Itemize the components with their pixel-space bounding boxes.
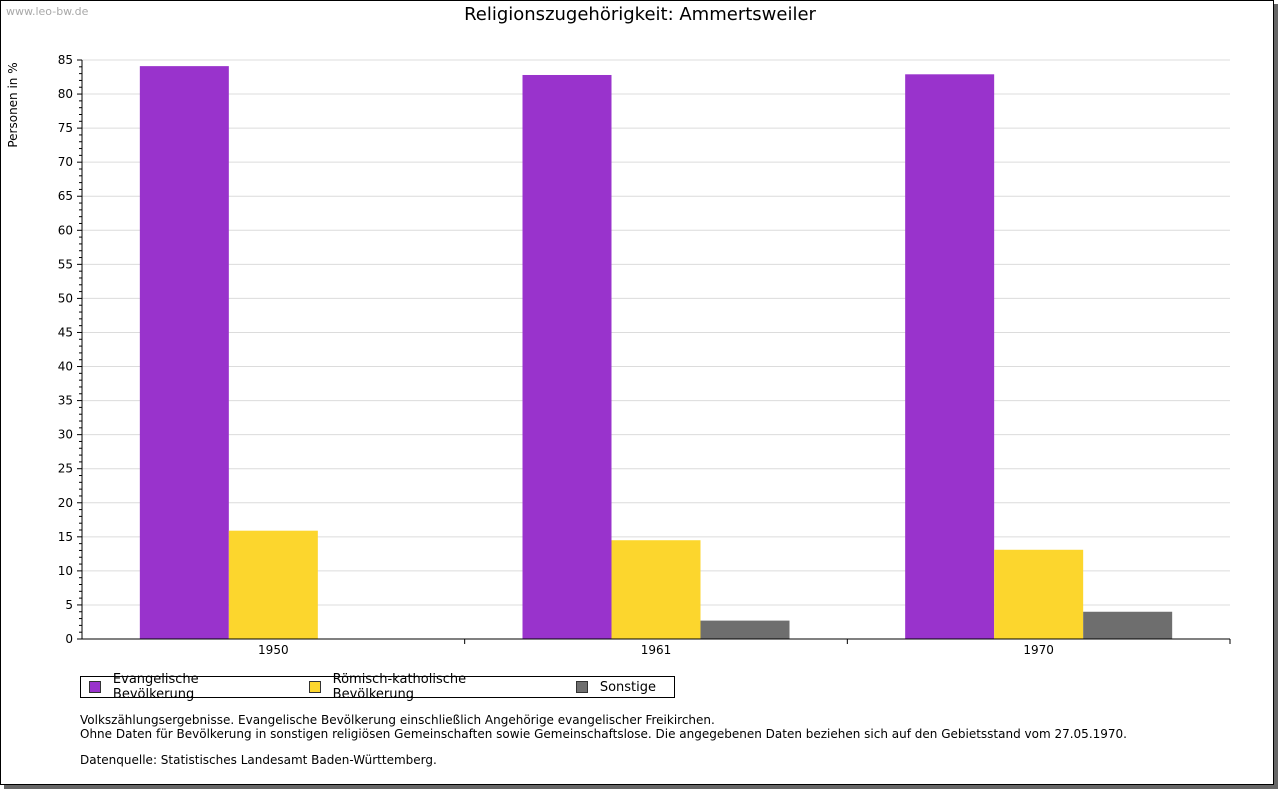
- x-tick-label: 1961: [641, 643, 672, 657]
- y-tick-label: 0: [65, 632, 73, 646]
- legend-swatch-evangelisch: [89, 681, 101, 693]
- y-tick-label: 75: [58, 121, 73, 135]
- note-line-2: Ohne Daten für Bevölkerung in sonstigen …: [80, 727, 1127, 741]
- y-tick-label: 45: [58, 325, 73, 339]
- bar-r-misch-katholische-bev-lkerung-1970: [994, 549, 1084, 639]
- y-tick-label: 30: [58, 428, 73, 442]
- y-tick-label: 55: [58, 257, 73, 271]
- chart-title: Religionszugehörigkeit: Ammertsweiler: [464, 4, 816, 25]
- bar-sonstige-1961: [700, 620, 790, 639]
- note-line-1: Volkszählungsergebnisse. Evangelische Be…: [80, 713, 715, 727]
- legend-swatch-sonstige: [575, 681, 588, 693]
- legend-label-sonstige: Sonstige: [599, 679, 656, 695]
- bar-evangelische-bev-lkerung-1970: [905, 74, 995, 640]
- y-tick-label: 70: [58, 155, 73, 169]
- data-source: Datenquelle: Statistisches Landesamt Bad…: [80, 753, 437, 767]
- y-tick-label: 85: [58, 53, 73, 67]
- legend-item-katholisch: Römisch-katholische Bevölkerung: [308, 672, 550, 702]
- y-tick-label: 25: [58, 462, 73, 476]
- legend-label-katholisch: Römisch-katholische Bevölkerung: [332, 672, 467, 702]
- y-tick-label: 40: [58, 360, 73, 374]
- y-tick-label: 15: [58, 530, 73, 544]
- bar-evangelische-bev-lkerung-1961: [522, 74, 612, 639]
- y-tick-label: 60: [58, 223, 73, 237]
- y-tick-label: 80: [58, 87, 73, 101]
- y-tick-label: 50: [58, 291, 73, 305]
- x-tick-label: 1970: [1023, 643, 1054, 657]
- legend-swatch-katholisch: [308, 681, 321, 693]
- y-tick-label: 65: [58, 189, 73, 203]
- legend-item-sonstige: Sonstige: [575, 679, 656, 695]
- bar-r-misch-katholische-bev-lkerung-1950: [228, 530, 318, 639]
- y-tick-label: 10: [58, 564, 73, 578]
- bar-r-misch-katholische-bev-lkerung-1961: [611, 540, 701, 639]
- y-tick-label: 35: [58, 394, 73, 408]
- y-tick-label: 20: [58, 496, 73, 510]
- bar-sonstige-1970: [1083, 611, 1173, 639]
- legend: Evangelische Bevölkerung Römisch-katholi…: [80, 672, 675, 702]
- bar-evangelische-bev-lkerung-1950: [139, 66, 229, 639]
- legend-item-evangelisch: Evangelische Bevölkerung: [89, 672, 283, 702]
- legend-label-evangelisch: Evangelische Bevölkerung: [112, 672, 199, 702]
- watermark: www.leo-bw.de: [6, 5, 89, 18]
- footnotes: Volkszählungsergebnisse. Evangelische Be…: [80, 713, 1127, 767]
- x-tick-label: 1950: [258, 643, 289, 657]
- y-tick-label: 5: [65, 598, 73, 612]
